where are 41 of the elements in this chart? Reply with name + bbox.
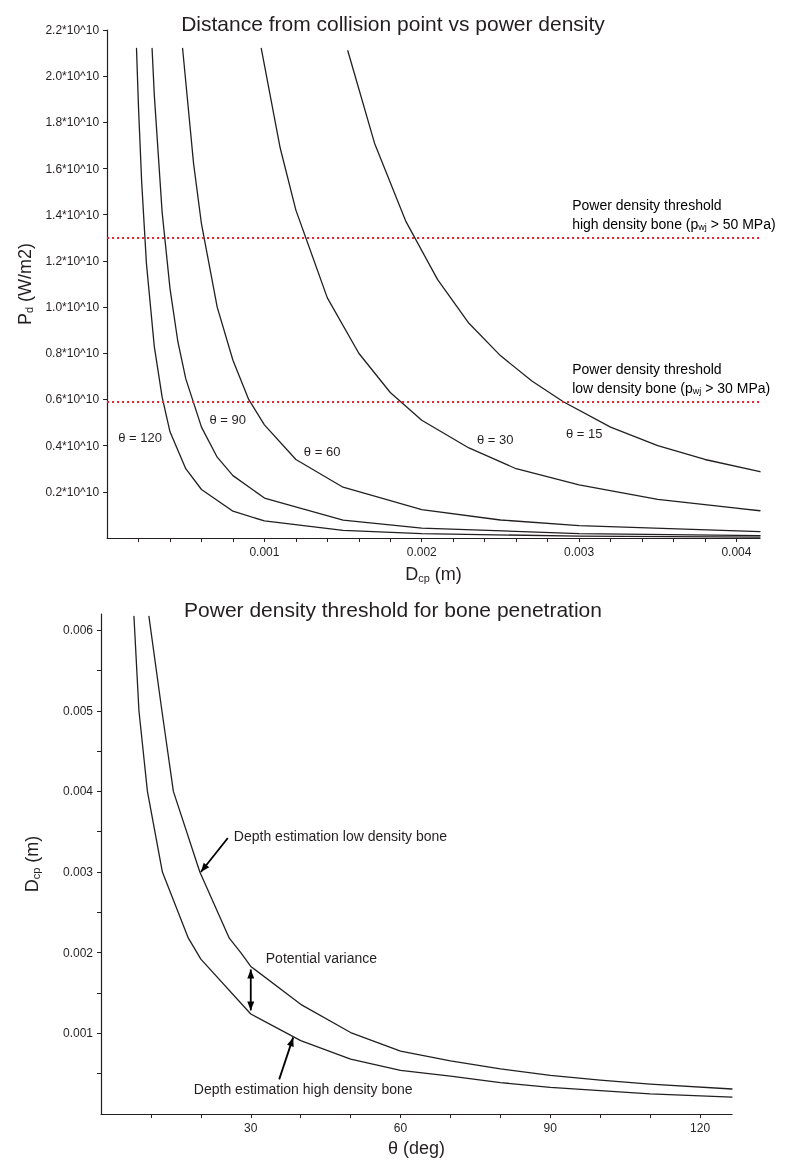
annotation: Depth estimation high density bone bbox=[193, 1081, 413, 1098]
series-label: θ = 120 bbox=[118, 430, 163, 446]
x-tick-label: 30 bbox=[244, 1121, 258, 1135]
x-tick-label: 60 bbox=[393, 1121, 408, 1135]
y-tick-label: 2.2*10^10 bbox=[45, 23, 100, 37]
x-tick-label: 0.004 bbox=[721, 545, 752, 559]
x-tick-label: 0.002 bbox=[406, 545, 438, 559]
y-tick-label: 0.002 bbox=[62, 945, 94, 960]
y-axis-title: Pd (W/m2) bbox=[15, 242, 35, 326]
y-tick-label: 0.004 bbox=[62, 784, 94, 799]
x-axis-title: θ (deg) bbox=[387, 1137, 446, 1158]
y-tick-label: 1.4*10^10 bbox=[45, 207, 100, 222]
y-tick-label: 1.2*10^10 bbox=[45, 253, 100, 268]
y-tick-label: 1.0*10^10 bbox=[45, 300, 100, 315]
y-tick-label: 1.8*10^10 bbox=[45, 115, 100, 130]
ref-line-label: Power density threshold low density bone (pwj > 30 MPa) bbox=[572, 361, 771, 397]
series-label: θ = 30 bbox=[476, 432, 514, 448]
y-tick-label: 0.003 bbox=[62, 865, 94, 880]
y-tick-label: 0.8*10^10 bbox=[45, 346, 100, 361]
series-label: θ = 90 bbox=[209, 411, 246, 427]
y-tick-label: 2.0*10^10 bbox=[45, 69, 100, 84]
y-tick-label: 0.2*10^10 bbox=[45, 484, 100, 499]
y-tick-label: 0.006 bbox=[62, 623, 94, 638]
chart-title: Power density threshold for bone penetration bbox=[184, 598, 602, 621]
x-tick-label: 90 bbox=[543, 1121, 558, 1135]
series-label: θ = 60 bbox=[303, 443, 341, 459]
y-tick-label: 0.4*10^10 bbox=[45, 438, 100, 453]
annotation: Potential variance bbox=[265, 950, 378, 967]
x-tick-label: 0.001 bbox=[249, 545, 280, 559]
x-axis-title: Dcp (m) bbox=[405, 563, 462, 584]
y-tick-label: 1.6*10^10 bbox=[45, 161, 100, 176]
chart-title: Distance from collision point vs power density bbox=[181, 12, 606, 35]
y-tick-label: 0.001 bbox=[62, 1026, 94, 1041]
y-tick-label: 0.6*10^10 bbox=[45, 392, 100, 407]
ref-line-label: Power density threshold high density bone (pwj > 50 MPa) bbox=[572, 197, 776, 233]
y-axis-title: Dcp (m) bbox=[21, 835, 42, 893]
y-tick-label: 0.005 bbox=[62, 703, 94, 718]
x-tick-label: 0.003 bbox=[564, 545, 595, 559]
series-label: θ = 15 bbox=[566, 425, 603, 441]
x-tick-label: 120 bbox=[690, 1121, 711, 1135]
annotation: Depth estimation low density bone bbox=[233, 828, 448, 845]
